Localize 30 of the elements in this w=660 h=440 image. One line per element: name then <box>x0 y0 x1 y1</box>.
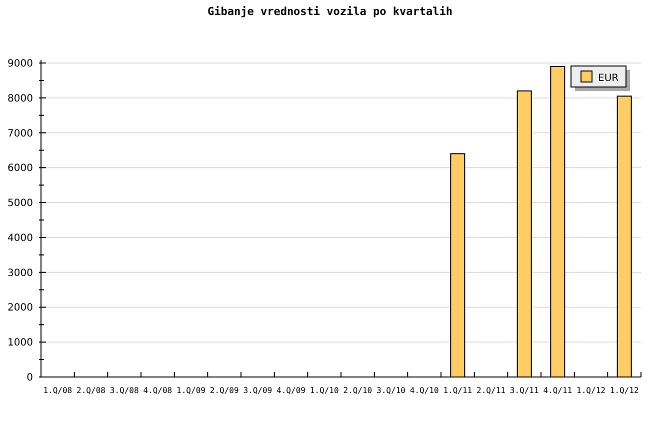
y-tick-label: 3000 <box>8 268 33 279</box>
x-tick-label: 4.Q/09 <box>276 386 306 395</box>
x-tick-label: 2.Q/11 <box>476 386 506 395</box>
y-tick-label: 1000 <box>8 338 33 349</box>
x-tick-label: 1.Q/11 <box>443 386 472 395</box>
x-tick-label: 1.Q/08 <box>43 386 72 395</box>
y-tick-label: 8000 <box>8 93 33 104</box>
x-tick-label: 1.Q/10 <box>310 386 339 395</box>
y-tick-label: 2000 <box>8 302 33 314</box>
x-tick-label: 2.Q/10 <box>343 386 372 395</box>
x-tick-label: 4.Q/10 <box>410 386 439 395</box>
y-tick-label: 5000 <box>8 198 33 210</box>
x-tick-label: 1.Q/12 <box>576 386 606 395</box>
x-tick-label: 3.Q/10 <box>376 386 406 395</box>
x-tick-label: 3.Q/08 <box>110 386 139 395</box>
x-tick-label: 2.Q/08 <box>76 386 106 395</box>
x-tick-label: 1.Q/12 <box>610 386 639 395</box>
x-tick-label: 4.Q/11 <box>543 386 572 395</box>
legend-label: EUR <box>598 73 619 84</box>
y-tick-label: 7000 <box>8 128 33 140</box>
y-tick-label: 9000 <box>8 58 33 70</box>
chart-title: Gibanje vrednosti vozila po kvartalih <box>207 5 453 18</box>
y-tick-label: 6000 <box>8 163 33 174</box>
x-tick-label: 2.Q/09 <box>210 386 239 395</box>
x-tick-label: 1.Q/09 <box>176 386 206 395</box>
y-tick-label: 0 <box>26 372 33 384</box>
x-tick-label: 3.Q/09 <box>243 386 272 395</box>
x-tick-label: 3.Q/11 <box>510 386 539 395</box>
x-tick-label: 4.Q/08 <box>143 386 172 395</box>
y-tick-label: 4000 <box>8 232 33 244</box>
